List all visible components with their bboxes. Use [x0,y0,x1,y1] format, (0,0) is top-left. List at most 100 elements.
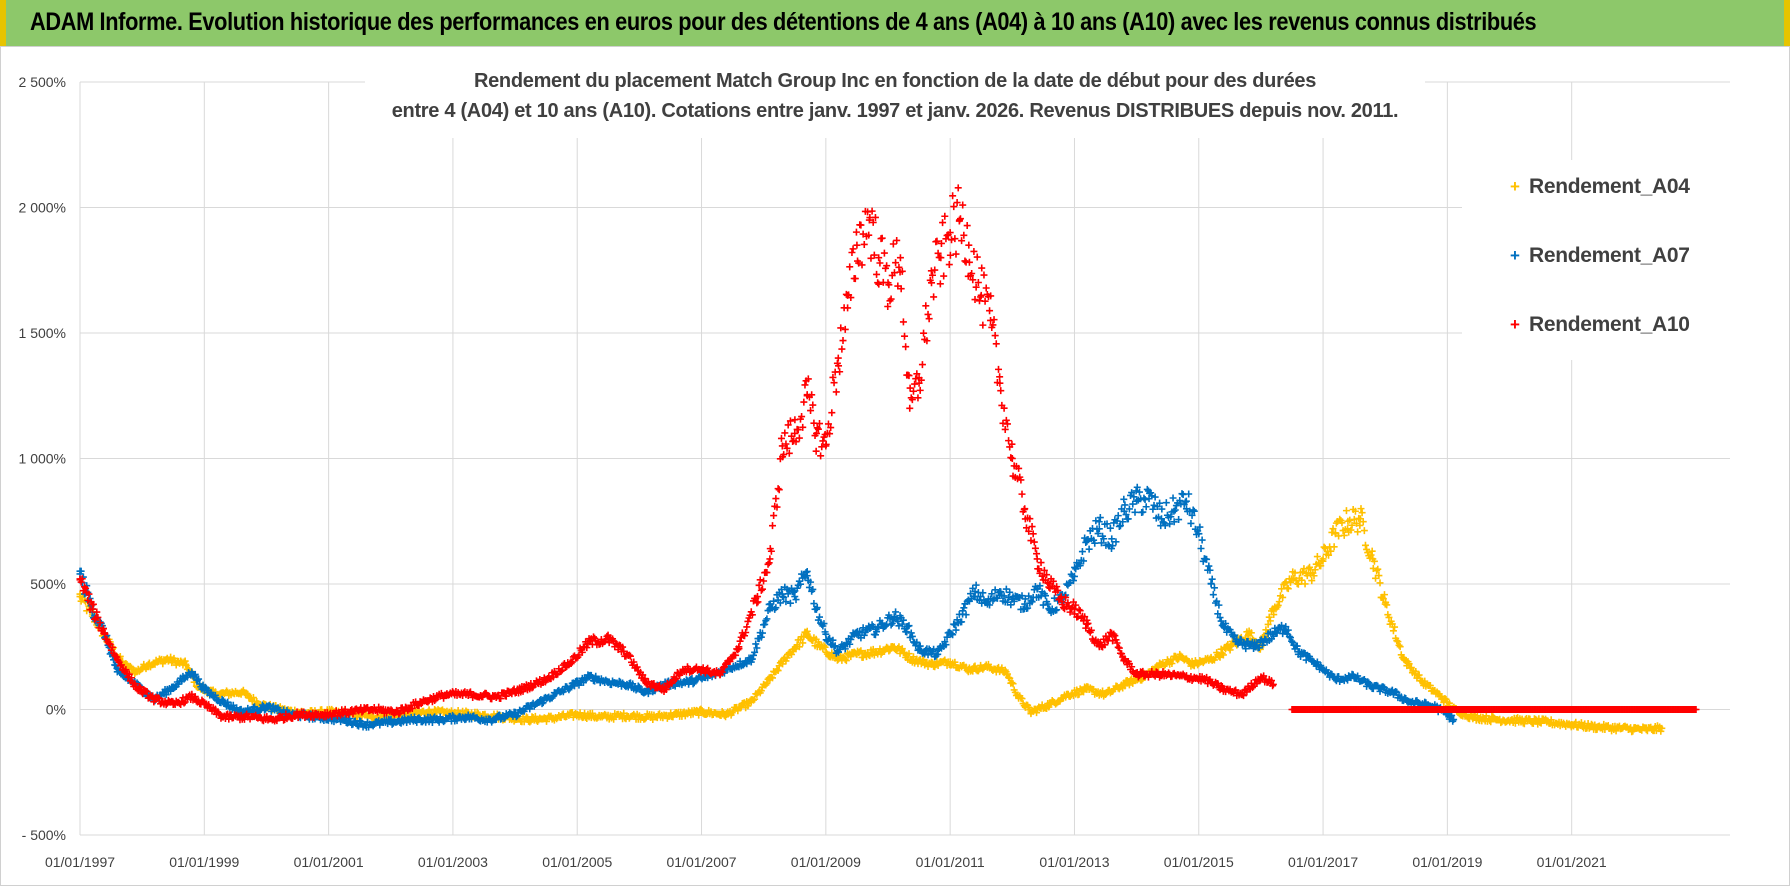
data-point-rendement_a04 [1395,641,1403,649]
x-tick-label: 01/01/1997 [45,854,115,870]
data-point-rendement_a07 [1133,483,1141,491]
data-point-rendement_a10 [954,184,962,192]
data-point-rendement_a04 [1347,526,1355,534]
data-point-rendement_a10 [841,325,849,333]
data-point-rendement_a07 [847,635,855,643]
data-point-rendement_a10 [906,404,914,412]
data-point-rendement_a10 [679,665,687,673]
data-point-rendement_a07 [1145,495,1153,503]
data-point-rendement_a04 [757,687,765,695]
data-point-rendement_a07 [960,604,968,612]
data-point-rendement_a07 [809,585,817,593]
data-point-rendement_a04 [799,639,807,647]
data-point-rendement_a04 [238,688,246,696]
data-point-rendement_a07 [1171,506,1179,514]
data-point-rendement_a07 [1039,601,1047,609]
data-point-rendement_a10 [909,387,917,395]
data-point-rendement_a07 [842,639,850,647]
data-point-rendement_a10 [557,667,565,675]
data-point-rendement_a07 [1069,577,1077,585]
data-point-rendement_a04 [1486,717,1494,725]
data-point-rendement_a10 [982,284,990,292]
data-point-rendement_a10 [853,241,861,249]
legend-label-a10: Rendement_A10 [1529,313,1690,336]
data-point-rendement_a10 [1026,515,1034,523]
data-point-rendement_a07 [885,611,893,619]
data-point-rendement_a07 [914,646,922,654]
data-point-rendement_a04 [1437,693,1445,701]
data-point-rendement_a07 [996,588,1004,596]
data-point-rendement_a04 [1367,551,1375,559]
data-point-rendement_a07 [780,593,788,601]
data-point-rendement_a10 [928,279,936,287]
data-point-rendement_a10 [143,688,151,696]
data-point-rendement_a07 [1150,501,1158,509]
data-point-rendement_a07 [1156,499,1164,507]
data-point-rendement_a10 [977,291,985,299]
data-point-rendement_a10 [1031,544,1039,552]
data-point-rendement_a04 [983,663,991,671]
data-point-rendement_a07 [853,630,861,638]
data-point-rendement_a10 [1066,608,1074,616]
data-point-rendement_a04 [1419,678,1427,686]
data-point-rendement_a10 [1220,685,1228,693]
data-point-rendement_a07 [1119,518,1127,526]
data-point-rendement_a07 [1205,562,1213,570]
data-point-rendement_a07 [1157,515,1165,523]
data-point-rendement_a10 [952,250,960,258]
data-point-rendement_a10 [743,623,751,631]
data-point-rendement_a07 [1169,494,1177,502]
data-point-rendement_a04 [841,655,849,663]
data-point-rendement_a10 [786,417,794,425]
data-point-rendement_a07 [1251,643,1259,651]
data-point-rendement_a04 [946,658,954,666]
data-point-rendement_a10 [929,271,937,279]
data-point-rendement_a07 [1007,601,1015,609]
data-point-rendement_a07 [751,648,759,656]
data-point-rendement_a04 [1511,719,1519,727]
data-point-rendement_a10 [927,267,935,275]
chart-title-line-2: entre 4 (A04) et 10 ans (A10). Cotations… [391,100,1399,122]
data-point-rendement_a04 [1269,605,1277,613]
data-point-rendement_a10 [502,692,510,700]
data-point-rendement_a10 [868,207,876,215]
data-point-rendement_a07 [791,593,799,601]
data-point-rendement_a07 [834,648,842,656]
data-point-rendement_a04 [816,643,824,651]
data-point-rendement_a10 [188,693,196,701]
data-point-rendement_a10 [956,215,964,223]
data-point-rendement_a04 [1357,505,1365,513]
data-point-rendement_a10 [819,437,827,445]
data-point-rendement_a04 [1356,515,1364,523]
data-point-rendement_a07 [1376,687,1384,695]
data-point-rendement_a10 [905,372,913,380]
data-point-rendement_a07 [1083,537,1091,545]
data-point-rendement_a07 [753,644,761,652]
data-point-rendement_a10 [974,279,982,287]
data-point-rendement_a10 [798,413,806,421]
data-point-rendement_a04 [182,660,190,668]
y-tick-label: 2 000% [19,200,66,216]
data-point-rendement_a10 [783,444,791,452]
data-point-rendement_a10 [80,583,88,591]
data-point-rendement_a10 [1001,425,1009,433]
data-point-rendement_a04 [1264,620,1272,628]
data-point-rendement_a10 [1049,577,1057,585]
data-point-rendement_a10 [860,240,868,248]
data-point-rendement_a07 [387,718,395,726]
data-point-rendement_a10 [1002,416,1010,424]
data-point-rendement_a10 [1027,537,1035,545]
data-point-rendement_a10 [775,486,783,494]
data-point-rendement_a07 [1071,563,1079,571]
data-point-rendement_a10 [951,235,959,243]
data-point-rendement_a07 [1448,711,1456,719]
data-point-rendement_a10 [777,434,785,442]
data-point-rendement_a07 [1190,507,1198,515]
data-point-rendement_a10 [766,555,774,563]
data-point-rendement_a10 [844,304,852,312]
data-point-rendement_a07 [782,598,790,606]
data-point-rendement_a07 [1085,545,1093,553]
data-point-rendement_a04 [648,713,656,721]
data-point-rendement_a04 [766,675,774,683]
data-point-rendement_a10 [619,643,627,651]
